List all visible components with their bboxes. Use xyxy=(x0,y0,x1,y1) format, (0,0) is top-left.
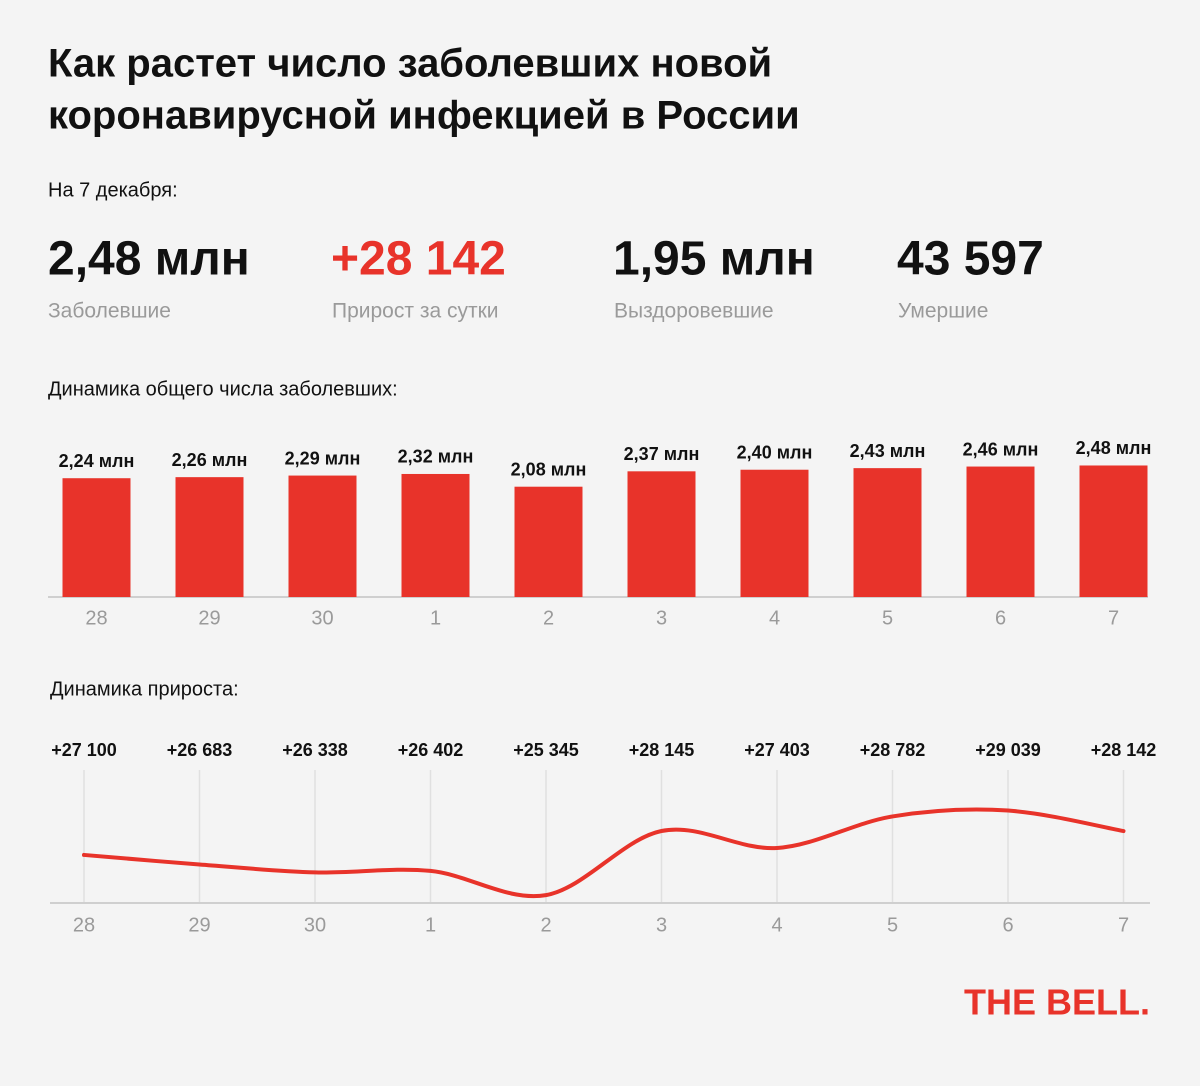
bar-value-label: 2,40 млн xyxy=(737,442,813,462)
x-tick-label: 4 xyxy=(769,607,780,629)
bar xyxy=(175,477,244,597)
stat-label: Прирост за сутки xyxy=(332,300,499,323)
point-value-label: +26 683 xyxy=(167,740,233,760)
x-tick-label: 28 xyxy=(73,914,95,936)
stat-label: Умершие xyxy=(898,300,988,323)
stat-label: Выздоровевшие xyxy=(614,300,774,323)
point-value-label: +28 145 xyxy=(629,740,695,760)
logo: THE BELL. xyxy=(964,982,1150,1023)
line xyxy=(82,807,1126,899)
title-line: Как растет число заболевших новой xyxy=(48,42,772,86)
bar xyxy=(514,486,583,597)
bar-value-label: 2,32 млн xyxy=(398,447,474,467)
bar xyxy=(401,473,470,597)
bar-value-label: 2,08 млн xyxy=(511,459,587,479)
stat-value: +28 142 xyxy=(331,233,506,286)
x-tick-label: 4 xyxy=(771,914,782,936)
point-value-label: +27 100 xyxy=(51,740,117,760)
stat-value: 2,48 млн xyxy=(48,233,250,286)
point-value-label: +28 142 xyxy=(1091,740,1157,760)
bar xyxy=(1079,465,1148,597)
bar-value-label: 2,46 млн xyxy=(963,439,1039,459)
stat-label: Заболевшие xyxy=(48,300,171,323)
bar xyxy=(62,478,131,597)
x-tick-label: 30 xyxy=(311,607,333,629)
x-tick-label: 30 xyxy=(304,914,326,936)
bar-value-label: 2,24 млн xyxy=(59,451,135,471)
x-tick-label: 6 xyxy=(995,607,1006,629)
title-line: коронавирусной инфекцией в России xyxy=(48,94,800,138)
x-tick-label: 7 xyxy=(1118,914,1129,936)
x-tick-label: 5 xyxy=(882,607,893,629)
bar xyxy=(853,468,922,597)
bar-value-label: 2,37 млн xyxy=(624,444,700,464)
x-tick-label: 5 xyxy=(887,914,898,936)
bar xyxy=(627,471,696,597)
x-tick-label: 28 xyxy=(85,607,107,629)
x-tick-label: 2 xyxy=(543,607,554,629)
chart-title: Динамика общего числа заболевших: xyxy=(48,378,398,400)
bar-value-label: 2,48 млн xyxy=(1076,438,1152,458)
point-value-label: +25 345 xyxy=(513,740,579,760)
bar-value-label: 2,29 млн xyxy=(285,448,361,468)
x-tick-label: 1 xyxy=(430,607,441,629)
bar xyxy=(740,469,809,597)
x-tick-label: 6 xyxy=(1002,914,1013,936)
stat-value: 1,95 млн xyxy=(613,233,815,286)
x-tick-label: 3 xyxy=(656,914,667,936)
x-tick-label: 2 xyxy=(540,914,551,936)
point-value-label: +26 402 xyxy=(398,740,464,760)
stat-value: 43 597 xyxy=(897,233,1044,286)
point-value-label: +28 782 xyxy=(860,740,926,760)
x-tick-label: 29 xyxy=(198,607,220,629)
date-label: На 7 декабря: xyxy=(48,179,178,201)
x-tick-label: 7 xyxy=(1108,607,1119,629)
x-tick-label: 3 xyxy=(656,607,667,629)
point-value-label: +29 039 xyxy=(975,740,1041,760)
x-tick-label: 29 xyxy=(188,914,210,936)
chart-title: Динамика прироста: xyxy=(50,678,239,700)
bar xyxy=(966,466,1035,597)
bar-value-label: 2,43 млн xyxy=(850,441,926,461)
point-value-label: +27 403 xyxy=(744,740,810,760)
x-tick-label: 1 xyxy=(425,914,436,936)
bar xyxy=(288,475,357,597)
point-value-label: +26 338 xyxy=(282,740,348,760)
bar-value-label: 2,26 млн xyxy=(172,450,248,470)
